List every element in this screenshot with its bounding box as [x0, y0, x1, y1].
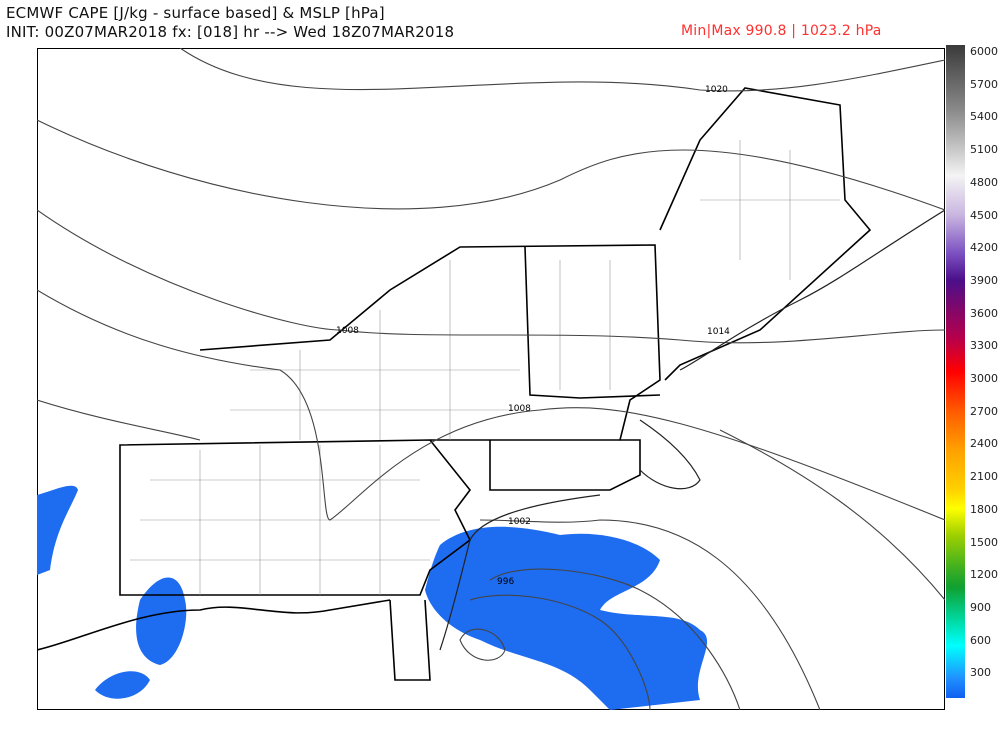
coastline [439, 209, 945, 651]
pressure-isobars [37, 48, 945, 710]
colorbar-tick-label: 3000 [970, 372, 998, 385]
colorbar-tick-label: 2100 [970, 470, 998, 484]
isobar-label: 1020 [705, 85, 728, 95]
colorbar-tick-label: 3900 [970, 273, 998, 287]
cape-colorbar [946, 45, 965, 698]
county-borders [130, 140, 840, 595]
colorbar-tick-label: 6000 [970, 45, 998, 58]
isobar-label: 1008 [336, 326, 359, 336]
colorbar-tick-label: 300 [970, 666, 991, 680]
cape-area-offshore [425, 526, 708, 710]
colorbar-tick-label: 5400 [970, 110, 998, 124]
map-title: ECMWF CAPE [J/kg - surface based] & MSLP… [6, 4, 385, 22]
colorbar-tick-label: 4800 [970, 175, 998, 189]
colorbar-tick-label: 5700 [970, 77, 998, 91]
state-borders [37, 87, 872, 681]
isobar-label: 1014 [707, 327, 730, 337]
isobar-label: 1002 [508, 517, 531, 527]
cape-area-west [37, 485, 78, 575]
colorbar-tick-label: 3600 [970, 306, 998, 320]
min-max-pressure: Min|Max 990.8 | 1023.2 hPa [681, 23, 882, 39]
colorbar-tick-label: 2400 [970, 437, 998, 451]
colorbar-tick-label: 2700 [970, 404, 998, 418]
init-time: INIT: 00Z07MAR2018 fx: [018] hr --> Wed … [6, 23, 455, 41]
colorbar-tick-label: 4200 [970, 241, 998, 255]
weather-map: 1020 1008 1014 1008 1002 996 [37, 48, 945, 710]
colorbar-tick-label: 3300 [970, 339, 998, 353]
colorbar-tick-label: 600 [970, 633, 991, 647]
colorbar-tick-label: 1500 [970, 535, 998, 549]
colorbar-tick-label: 900 [970, 600, 991, 614]
colorbar-tick-label: 4500 [970, 208, 998, 222]
cape-shading [37, 485, 708, 710]
colorbar-tick-label: 1800 [970, 502, 998, 516]
cape-area-south [95, 671, 150, 699]
isobar-label: 996 [497, 577, 514, 587]
cape-area-appalachian [136, 577, 187, 665]
isobar-label: 1008 [508, 404, 531, 414]
colorbar-tick-label: 1200 [970, 568, 998, 582]
colorbar-tick-label: 5100 [970, 143, 998, 157]
